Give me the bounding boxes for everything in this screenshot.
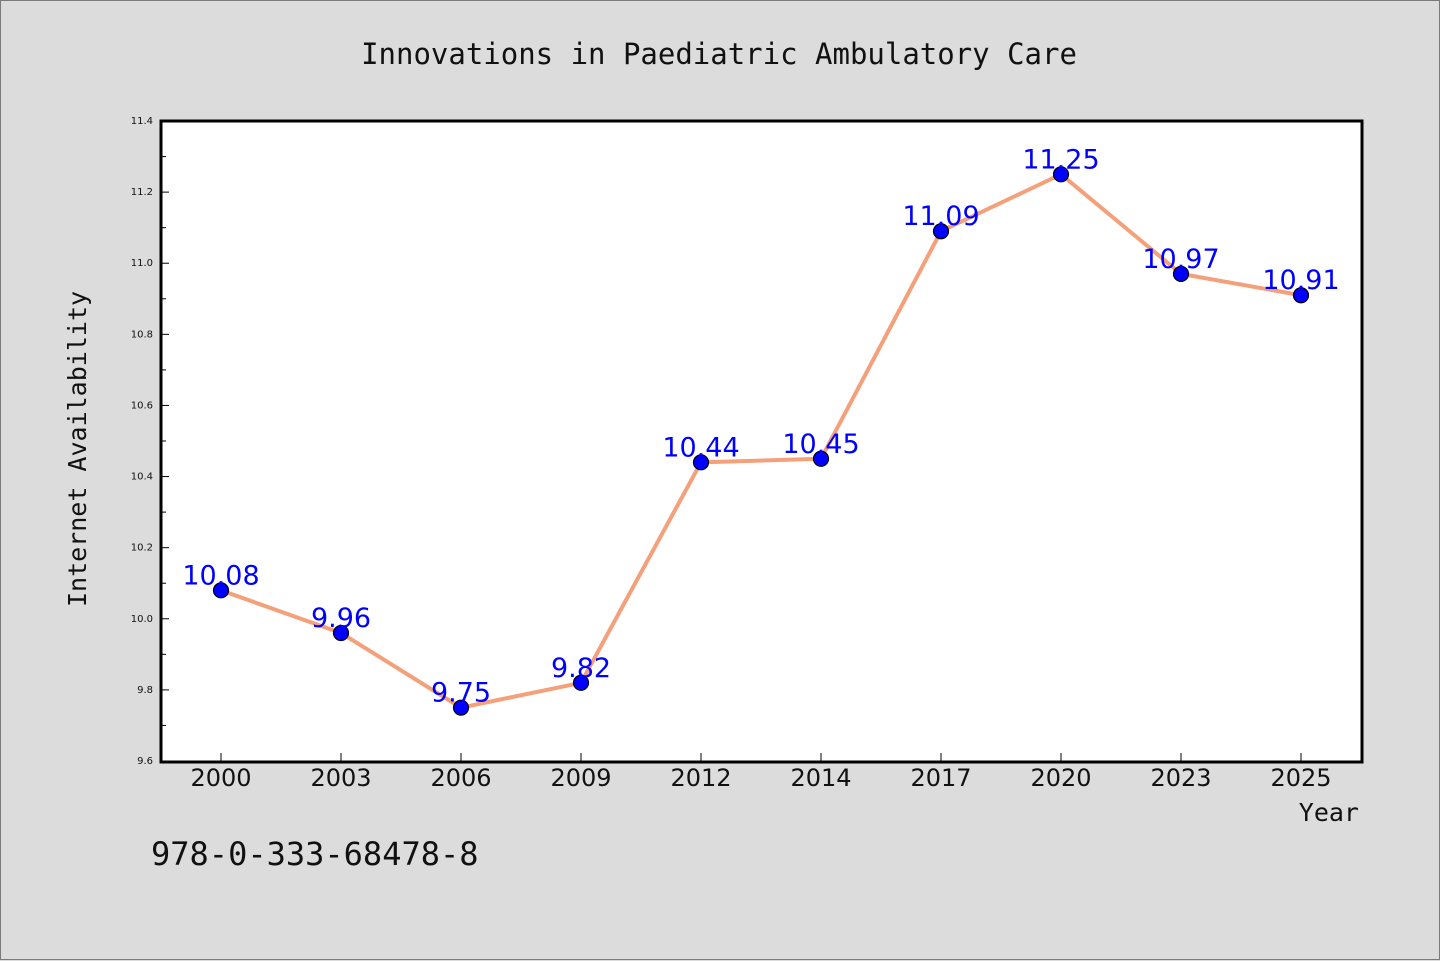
data-point [1172,265,1190,282]
data-point [1292,287,1310,304]
x-tick-label: 2009 [550,764,611,792]
x-tick-label: 2025 [1270,764,1331,792]
x-axis: 2000 2003 2006 2009 2012 2014 2017 2020 2023 2025 [190,753,1332,792]
y-tick-label: 10.0 [131,614,153,625]
x-tick-label: 2012 [670,764,731,792]
x-tick-label: 2014 [790,764,851,792]
plot-area [159,119,1364,764]
data-label: 9.96 [311,603,371,634]
data-label: 10.44 [662,432,739,463]
data-label: 10.91 [1262,265,1339,296]
data-point [932,223,950,240]
y-tick-label: 10.8 [131,329,153,340]
data-label-group: 10.08 9.96 9.75 9.82 10.44 10.45 11.09 11.25 10.… [182,144,1339,708]
data-label: 10.45 [782,429,859,460]
data-label: 10.08 [182,560,259,591]
y-tick-label: 10.4 [131,472,153,483]
data-label: 10.97 [1142,244,1219,275]
data-label: 9.75 [431,678,491,709]
series-line-group [212,166,1310,716]
x-tick-label: 2017 [910,764,971,792]
data-point [212,582,230,599]
y-tick-label: 11.2 [131,187,153,198]
x-tick-label: 2023 [1150,764,1211,792]
data-point [572,674,590,691]
data-point [332,624,350,642]
y-tick-label: 11.0 [131,258,153,269]
y-axis-label: Internet Availability [63,291,92,607]
series-line [220,172,1302,710]
data-point [452,699,470,716]
x-tick-label: 2003 [310,764,371,792]
y-tick-label: 9.8 [137,685,153,696]
isbn-text: 978-0-333-68478-8 [151,835,479,873]
x-axis-label: Year [1299,798,1359,827]
data-label: 11.25 [1022,144,1099,175]
y-axis: 9.6 9.8 10.0 10.2 10.4 10.6 10.8 11.0 11.2 11.4 [131,116,169,767]
x-tick-label: 2006 [430,764,491,792]
y-tick-label: 11.4 [131,116,153,127]
y-tick-label: 10.6 [131,400,153,411]
y-tick-label: 10.2 [131,543,153,554]
data-point [692,454,710,471]
data-point [1052,166,1070,183]
y-tick-label: 9.6 [137,756,153,767]
chart-title: Innovations in Paediatric Ambulatory Car… [361,37,1077,71]
data-point [812,450,830,467]
data-label: 9.82 [551,653,611,684]
x-tick-label: 2000 [190,764,251,792]
data-label: 11.09 [902,201,979,232]
x-tick-label: 2020 [1030,764,1091,792]
